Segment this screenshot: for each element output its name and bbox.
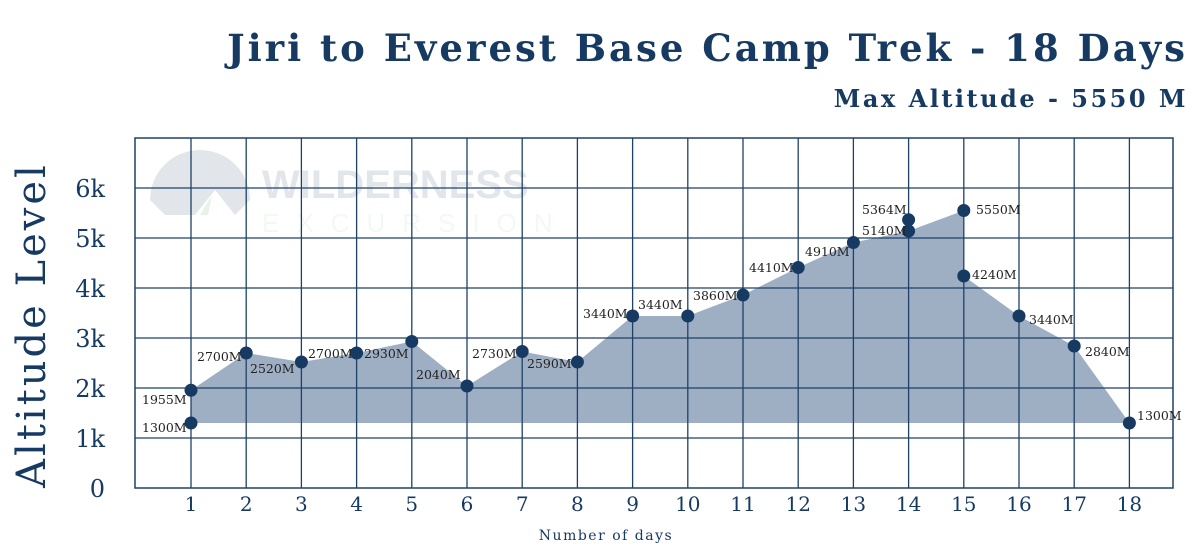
chart-subtitle: Max Altitude - 5550 M — [833, 84, 1188, 113]
data-point — [957, 269, 971, 283]
data-point — [1122, 416, 1136, 430]
data-label: 4910M — [805, 244, 850, 259]
data-label: 2520M — [250, 361, 295, 376]
data-label: 5550M — [976, 202, 1021, 217]
data-label: 4240M — [972, 267, 1017, 282]
data-label: 3440M — [1029, 312, 1074, 327]
x-tick-label: 3 — [295, 492, 308, 516]
data-point — [405, 335, 419, 348]
x-tick-label: 9 — [626, 492, 639, 516]
x-tick-label: 2 — [240, 492, 253, 516]
data-point — [1012, 309, 1026, 323]
y-tick-label: 1k — [75, 425, 105, 453]
data-point — [957, 204, 971, 217]
x-tick-label: 12 — [785, 492, 810, 516]
data-point — [902, 213, 916, 227]
y-tick-label: 6k — [75, 175, 105, 203]
chart-title: Jiri to Everest Base Camp Trek - 18 Days — [227, 26, 1188, 70]
x-tick-label: 8 — [571, 492, 584, 516]
x-tick-label: 11 — [730, 492, 755, 516]
x-tick-label: 14 — [896, 492, 921, 516]
y-axis-label: Altitude Level — [9, 162, 55, 489]
data-label: 2590M — [527, 356, 572, 371]
data-point — [239, 346, 253, 360]
x-tick-label: 1 — [185, 492, 198, 516]
data-point — [184, 383, 198, 397]
y-tick-label: 4k — [75, 275, 105, 303]
x-tick-label: 7 — [516, 492, 529, 516]
data-point — [515, 345, 529, 358]
data-label: 5140M — [862, 223, 907, 238]
watermark-text: WILDERNESS — [262, 163, 529, 207]
data-label: 2700M — [197, 349, 242, 364]
data-points — [184, 204, 1136, 430]
data-label: 3440M — [583, 306, 628, 321]
data-point — [294, 355, 308, 369]
x-ticks: 1 2 3 4 5 6 7 8 9 10 11 12 13 14 15 16 17 18 — [185, 492, 1142, 516]
y-tick-label: 0 — [90, 475, 105, 503]
data-label: 3440M — [638, 297, 683, 312]
x-tick-label: 18 — [1117, 492, 1142, 516]
watermark-subtext: EXCURSION — [262, 208, 570, 238]
data-label: 1300M — [1137, 408, 1182, 423]
data-label: 4410M — [749, 260, 794, 275]
grid — [134, 137, 1174, 489]
y-tick-label: 5k — [75, 225, 105, 253]
x-tick-label: 13 — [841, 492, 866, 516]
plot-border — [134, 137, 1174, 489]
x-tick-label: 15 — [951, 492, 976, 516]
y-tick-label: 3k — [75, 325, 105, 353]
data-point — [681, 309, 695, 323]
data-point — [846, 236, 860, 249]
data-label: 2930M — [364, 346, 409, 361]
data-label: 2730M — [472, 346, 517, 361]
data-point — [184, 416, 198, 430]
watermark-logo: WILDERNESS EXCURSION — [150, 150, 570, 238]
data-label: 2700M — [308, 346, 353, 361]
data-point — [902, 224, 916, 238]
data-point — [736, 288, 750, 302]
data-point — [626, 309, 640, 323]
data-label: 2840M — [1085, 344, 1130, 359]
x-tick-label: 10 — [675, 492, 700, 516]
data-label: 1955M — [142, 392, 187, 407]
data-point — [350, 346, 364, 360]
x-tick-label: 4 — [350, 492, 363, 516]
x-tick-label: 16 — [1006, 492, 1031, 516]
data-point — [1067, 339, 1081, 353]
data-label: 1300M — [142, 420, 187, 435]
x-tick-label: 6 — [461, 492, 474, 516]
x-tick-label: 5 — [405, 492, 418, 516]
x-tick-label: 17 — [1061, 492, 1086, 516]
data-labels: 1300M 1955M 2700M 2520M 2700M 2930M 2040M 2730M… — [142, 202, 1182, 435]
x-axis-label: Number of days — [539, 528, 673, 544]
data-label: 5364M — [862, 202, 907, 217]
data-point — [791, 261, 805, 274]
data-label: 2040M — [416, 367, 461, 382]
altitude-area — [191, 210, 1130, 423]
data-point — [460, 379, 474, 393]
y-ticks: 0 1k 2k 3k 4k 5k 6k — [75, 175, 105, 503]
data-label: 3860M — [693, 288, 738, 303]
data-point — [570, 355, 584, 369]
y-tick-label: 2k — [75, 375, 105, 403]
